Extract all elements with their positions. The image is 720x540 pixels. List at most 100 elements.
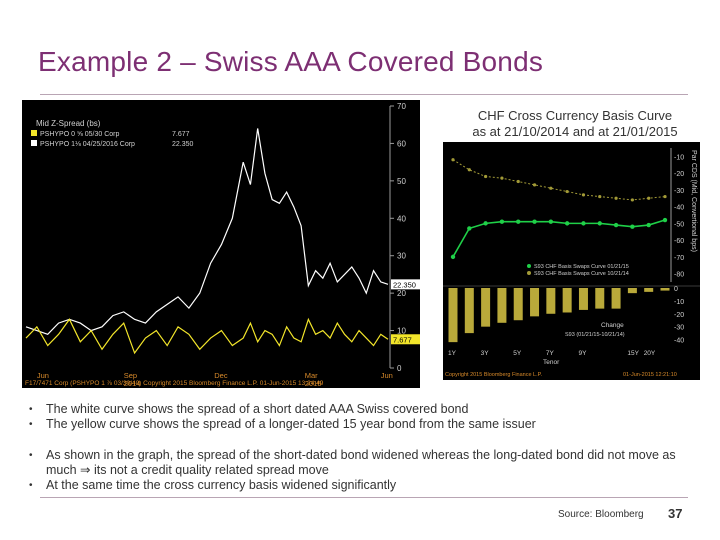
bullet-item: • At the same time the cross currency ba… xyxy=(26,478,696,493)
series-point xyxy=(663,218,667,222)
series-point xyxy=(566,190,569,193)
series-point xyxy=(468,168,471,171)
bullet-marker: • xyxy=(29,448,33,463)
legend-label: S93 CHF Basis Swaps Curve 10/21/14 xyxy=(534,271,629,277)
z-spread-chart: 010203040506070JunSep2014DecMar2015JunMi… xyxy=(22,100,420,388)
series-point xyxy=(451,255,455,259)
series-point xyxy=(484,175,487,178)
basis-curve-chart-svg: -10-20-30-40-50-60-70-80Par CDS (Mid, Co… xyxy=(443,142,700,380)
y-tick-label: 40 xyxy=(397,214,406,223)
x-tick-label: 9Y xyxy=(578,350,587,357)
y-tick-label: -30 xyxy=(674,325,684,332)
bullet-text: As shown in the graph, the spread of the… xyxy=(46,448,676,477)
series-point xyxy=(598,221,602,225)
legend-marker xyxy=(527,271,531,275)
change-bar xyxy=(514,288,523,320)
series-point xyxy=(516,220,520,224)
change-bar xyxy=(595,288,604,309)
legend-value: 22.350 xyxy=(172,141,194,148)
bullet-text: At the same time the cross currency basi… xyxy=(46,478,396,492)
series-point xyxy=(500,177,503,180)
y-tick-label: 0 xyxy=(397,364,402,373)
x-tick-label: 15Y xyxy=(627,350,639,357)
basis-curve-chart: -10-20-30-40-50-60-70-80Par CDS (Mid, Co… xyxy=(443,142,700,380)
change-bar xyxy=(612,288,621,309)
y-tick-label: -10 xyxy=(674,154,684,161)
series-point xyxy=(647,197,650,200)
series-point xyxy=(598,195,601,198)
legend-label: PSHYPO 0 ⅝ 05/30 Corp xyxy=(40,131,119,138)
y-tick-label: 70 xyxy=(397,102,406,111)
legend-marker xyxy=(527,264,531,268)
source-note: Source: Bloomberg xyxy=(558,509,644,520)
chart-footer: 01-Jun-2015 12:21:10 xyxy=(623,372,677,378)
y-tick-label: -40 xyxy=(674,205,684,212)
y-tick-label: 10 xyxy=(397,327,406,336)
series-line xyxy=(26,128,388,334)
change-bar xyxy=(449,288,458,342)
series-point xyxy=(565,221,569,225)
legend-swatch xyxy=(31,140,37,146)
bullet-text: The white curve shows the spread of a sh… xyxy=(46,402,468,416)
series-point xyxy=(467,226,471,230)
bullet-item: • As shown in the graph, the spread of t… xyxy=(26,448,696,478)
legend-title: Mid Z-Spread (bs) xyxy=(36,119,101,128)
last-value-text: 7.677 xyxy=(393,335,412,344)
y-tick-label: -20 xyxy=(674,312,684,319)
title-divider xyxy=(40,94,688,95)
basis-curve-caption: CHF Cross Currency Basis Curve as at 21/… xyxy=(445,108,705,140)
legend-swatch xyxy=(31,130,37,136)
series-point xyxy=(646,223,650,227)
y-tick-label: -20 xyxy=(674,171,684,178)
y-tick-label: -80 xyxy=(674,272,684,279)
chart-footer: F17/7471 Corp (PSHYPO 1 ⅞ 03/30/40) Copy… xyxy=(25,380,324,387)
bullet-marker: • xyxy=(29,417,33,432)
y-tick-label: 20 xyxy=(397,289,406,298)
bullet-list: • The white curve shows the spread of a … xyxy=(26,402,696,493)
bullet-marker: • xyxy=(29,478,33,493)
change-bar xyxy=(465,288,474,333)
series-point xyxy=(614,197,617,200)
y-tick-label: -60 xyxy=(674,238,684,245)
series-point xyxy=(614,223,618,227)
change-bar xyxy=(644,288,653,292)
bullet-item: • The white curve shows the spread of a … xyxy=(26,402,696,417)
last-value-text: 22.350 xyxy=(393,280,416,289)
chart-footer: Copyright 2015 Bloomberg Finance L.P. xyxy=(445,372,543,378)
z-spread-chart-svg: 010203040506070JunSep2014DecMar2015JunMi… xyxy=(22,100,420,388)
change-bar xyxy=(546,288,555,314)
series-point xyxy=(549,220,553,224)
x-tick-label: 7Y xyxy=(546,350,555,357)
x-tick-label: 20Y xyxy=(644,350,656,357)
x-tick-label: 1Y xyxy=(448,350,457,357)
change-bar xyxy=(579,288,588,310)
x-tick-label: Jun xyxy=(381,371,393,380)
series-point xyxy=(483,221,487,225)
footer-divider xyxy=(40,497,688,498)
series-point xyxy=(500,220,504,224)
series-point xyxy=(533,183,536,186)
change-bar xyxy=(661,288,670,291)
series-point xyxy=(532,220,536,224)
series-point xyxy=(581,221,585,225)
change-bar xyxy=(628,288,637,293)
change-panel-title: Change xyxy=(601,322,624,329)
y-tick-label: -70 xyxy=(674,255,684,262)
legend-label: S93 CHF Basis Swaps Curve 01/21/15 xyxy=(534,264,629,270)
x-tick-label: 3Y xyxy=(481,350,490,357)
x-axis-title: Tenor xyxy=(543,359,560,366)
legend-value: 7.677 xyxy=(172,131,190,138)
bullet-item: • The yellow curve shows the spread of a… xyxy=(26,417,696,432)
change-bar xyxy=(497,288,506,323)
y-tick-label: 60 xyxy=(397,139,406,148)
change-bar xyxy=(530,288,539,316)
y-tick-label: 30 xyxy=(397,252,406,261)
y-tick-label: 0 xyxy=(674,286,678,293)
y-tick-label: 50 xyxy=(397,177,406,186)
series-point xyxy=(663,195,666,198)
series-point xyxy=(549,187,552,190)
series-point xyxy=(451,158,454,161)
series-point xyxy=(517,180,520,183)
change-bar xyxy=(481,288,490,327)
series-point xyxy=(582,193,585,196)
